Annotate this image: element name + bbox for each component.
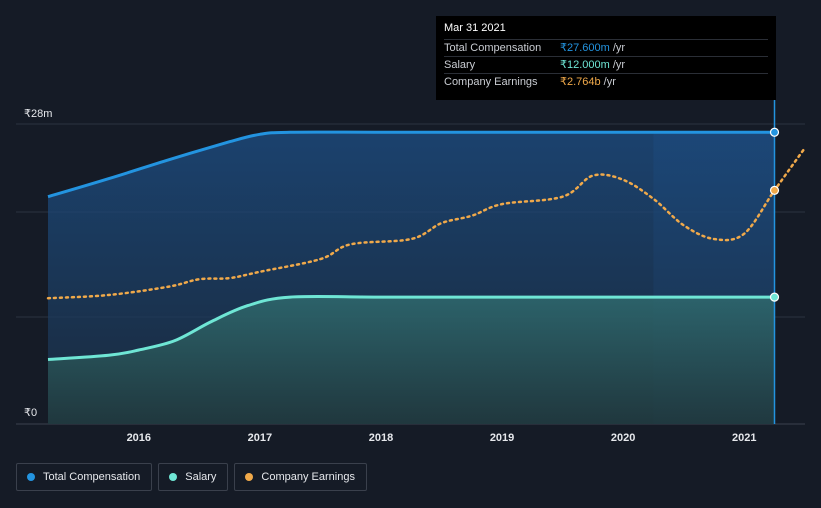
y-axis-top-label: ₹28m	[24, 108, 52, 120]
axis-layer: ₹28m ₹0 2016 2017 2018 2019 2020 2021	[24, 108, 756, 444]
tooltip-row-label: Total Compensation	[444, 42, 542, 54]
tooltip-row-value: ₹27.600m	[560, 42, 610, 54]
salary-line	[47, 294, 775, 361]
legend-item-company-earnings[interactable]: Company Earnings	[234, 463, 367, 491]
line-layer	[46, 130, 807, 361]
x-tick-label: 2016	[127, 432, 151, 444]
x-tick-label: 2018	[369, 432, 393, 444]
tooltip-row-value: ₹2.764b	[560, 76, 601, 88]
total-compensation-point	[769, 127, 780, 137]
legend-dot-icon	[245, 473, 254, 481]
tooltip-row-unit: /yr	[612, 59, 626, 71]
company-earnings-point	[769, 185, 780, 195]
tooltip-row-salary: Salary ₹12.000m /yr	[444, 56, 768, 73]
y-axis-bottom-label: ₹0	[24, 407, 37, 419]
legend-label: Company Earnings	[261, 471, 355, 483]
legend-label: Total Compensation	[43, 471, 141, 483]
area-layer	[48, 132, 775, 425]
tooltip-date: Mar 31 2021	[444, 22, 506, 34]
legend-item-salary[interactable]: Salary	[158, 463, 229, 491]
hover-tooltip: Mar 31 2021 Total Compensation ₹27.600m …	[436, 16, 776, 100]
tooltip-row-company-earnings: Company Earnings ₹2.764b /yr	[444, 73, 768, 90]
tooltip-row-unit: /yr	[603, 76, 616, 88]
chart-legend: Total Compensation Salary Company Earnin…	[16, 463, 367, 491]
salary-area	[48, 296, 775, 424]
tooltip-row-value: ₹12.000m	[560, 59, 610, 71]
tooltip-row-label: Company Earnings	[444, 76, 538, 88]
marker-layer	[769, 100, 780, 424]
x-tick-label: 2017	[248, 432, 272, 444]
total-compensation-line	[47, 130, 775, 199]
x-tick-label: 2021	[732, 432, 756, 444]
salary-point	[769, 292, 780, 302]
company-earnings-line	[46, 146, 807, 300]
x-tick-label: 2019	[490, 432, 514, 444]
tooltip-row-unit: /yr	[612, 42, 626, 54]
legend-dot-icon	[27, 473, 35, 481]
x-tick-label: 2020	[611, 432, 635, 444]
legend-label: Salary	[185, 471, 217, 483]
tooltip-row-label: Salary	[444, 59, 476, 71]
tooltip-row-total-compensation: Total Compensation ₹27.600m /yr	[444, 39, 768, 56]
legend-dot-icon	[169, 473, 178, 481]
legend-item-total-compensation[interactable]: Total Compensation	[16, 463, 153, 491]
